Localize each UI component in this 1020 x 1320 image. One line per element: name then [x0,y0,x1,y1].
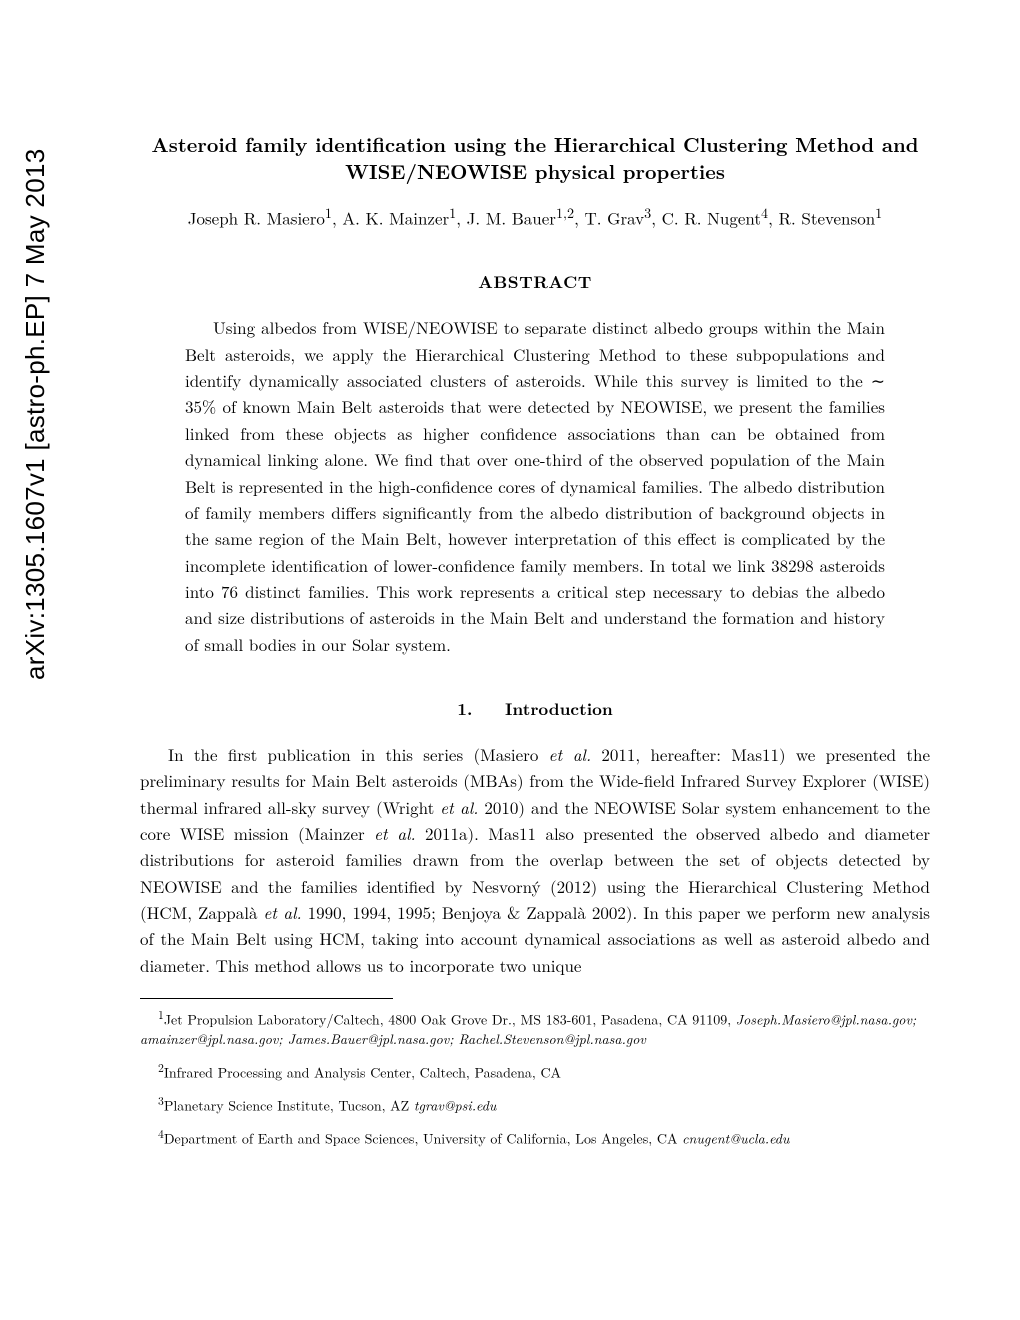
title-line-1: Asteroid family identification using the… [151,129,918,158]
paper-content: Asteroid family identification using the… [140,130,930,1160]
footnote-3: 3Planetary Science Institute, Tucson, AZ… [140,1093,930,1116]
footnote-4: 4Department of Earth and Space Sciences,… [140,1126,930,1149]
footnote-1: 1Jet Propulsion Laboratory/Caltech, 4800… [140,1007,930,1050]
abstract-text: Using albedos from WISE/NEOWISE to separ… [185,314,885,656]
footnote-rule [140,998,393,1007]
title-line-2: WISE/NEOWISE physical properties [345,156,725,185]
footnotes: 1Jet Propulsion Laboratory/Caltech, 4800… [140,1007,930,1150]
section-title: Introduction [505,697,613,721]
section-number: 1. [457,697,472,721]
arxiv-identifier: arXiv:1305.1607v1 [astro-ph.EP] 7 May 20… [20,149,51,680]
section-heading: 1. Introduction [140,697,930,721]
intro-paragraph: In the first publication in this series … [140,741,930,978]
paper-title: Asteroid family identification using the… [140,130,930,184]
author-list: Joseph R. Masiero1, A. K. Mainzer1, J. M… [140,204,930,230]
abstract-heading: ABSTRACT [140,270,930,294]
footnote-2: 2Infrared Processing and Analysis Center… [140,1060,930,1083]
